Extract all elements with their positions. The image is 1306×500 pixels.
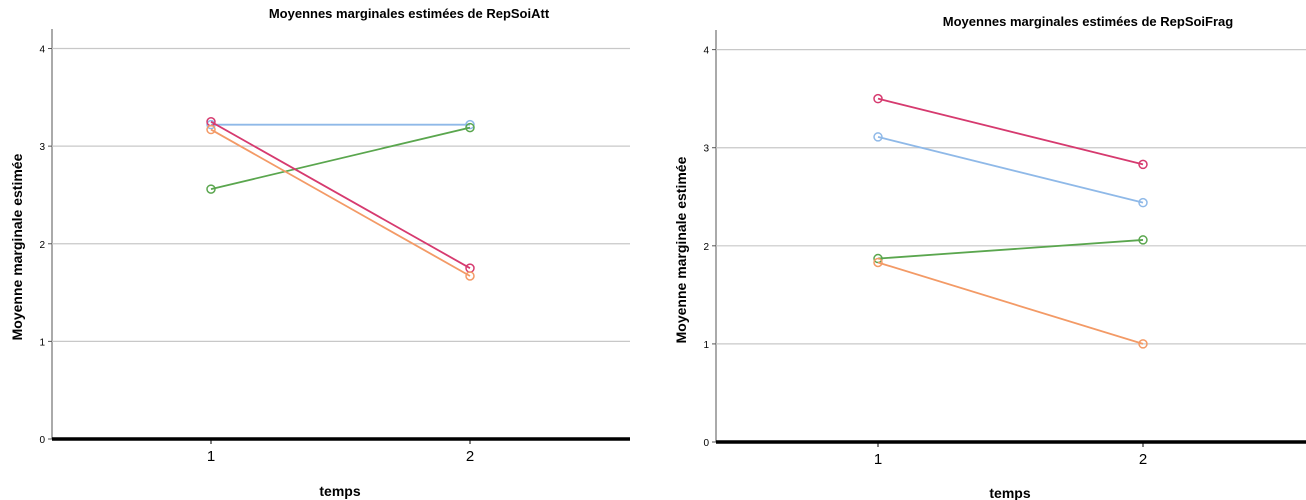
chart-left: Moyennes marginales estimées de RepSoiAt…: [0, 0, 640, 500]
series-line-green: [877, 239, 1144, 260]
data-point-orange: [465, 271, 475, 281]
y-tick-label: 3: [39, 142, 45, 153]
y-tick-label: 2: [703, 242, 709, 253]
data-point-green: [465, 122, 475, 133]
y-tick-label: 1: [703, 340, 709, 351]
series-line-blue: [877, 136, 1144, 204]
series-line-orange: [210, 128, 471, 277]
data-point-green: [1138, 235, 1148, 245]
data-point-green: [206, 184, 216, 194]
data-point-pink: [873, 93, 883, 104]
data-point-blue: [1138, 197, 1148, 208]
series-line-orange: [877, 261, 1144, 345]
y-tick-label: 4: [703, 46, 709, 57]
x-tick-label: 2: [466, 448, 474, 465]
y-tick-label: 2: [39, 240, 45, 251]
data-point-pink: [1138, 159, 1148, 170]
y-tick-label: 4: [39, 45, 45, 56]
y-tick-label: 1: [39, 337, 45, 348]
series-line-green: [210, 126, 471, 190]
data-point-blue: [873, 132, 883, 142]
y-tick-label: 3: [703, 144, 709, 155]
chart-left-svg: Moyennes marginales estimées de RepSoiAt…: [9, 6, 630, 499]
data-point-orange: [873, 257, 883, 268]
y-tick-label: 0: [703, 438, 709, 449]
x-axis-label: temps: [989, 485, 1030, 500]
data-point-blue: [465, 119, 475, 130]
y-tick-label: 0: [39, 435, 45, 446]
chart-title: Moyennes marginales estimées de RepSoiAt…: [269, 6, 550, 21]
x-axis-label: temps: [319, 483, 360, 499]
x-tick-label: 1: [874, 451, 882, 468]
series-line-pink: [877, 97, 1144, 166]
series-line-pink: [210, 120, 471, 269]
chart-right: Moyennes marginales estimées de RepSoiFr…: [664, 0, 1306, 500]
chart-title: Moyennes marginales estimées de RepSoiFr…: [943, 14, 1233, 29]
x-tick-label: 1: [207, 448, 215, 465]
x-tick-label: 2: [1139, 451, 1147, 468]
data-point-orange: [1138, 339, 1148, 349]
y-axis-label: Moyenne marginale estimée: [673, 156, 689, 343]
data-point-orange: [206, 124, 216, 135]
chart-right-svg: Moyennes marginales estimées de RepSoiFr…: [673, 14, 1306, 500]
y-axis-label: Moyenne marginale estimée: [9, 153, 25, 340]
